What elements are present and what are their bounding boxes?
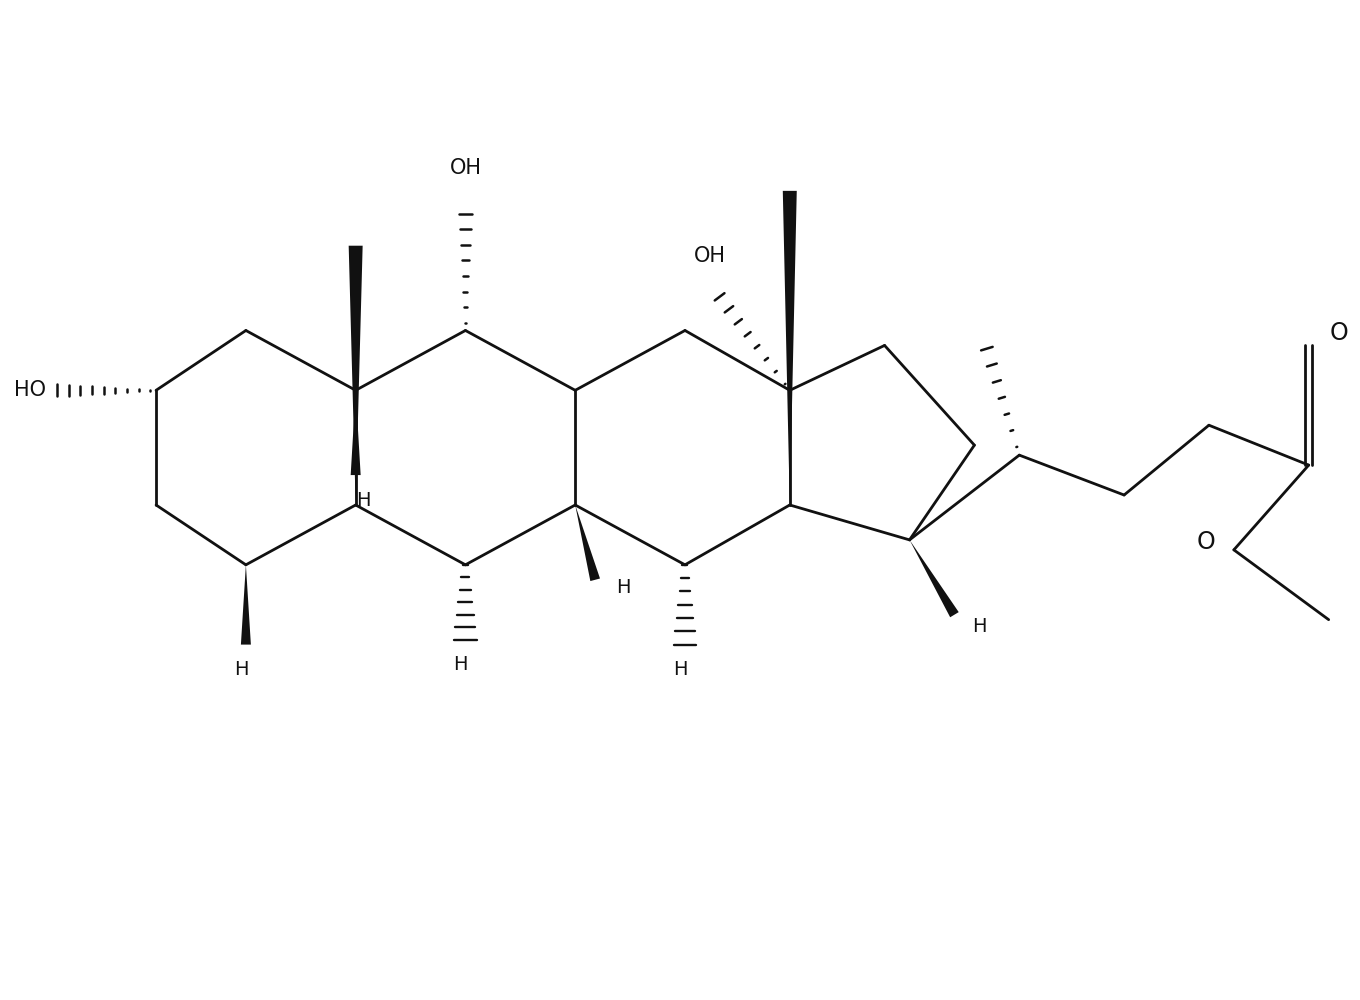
Polygon shape <box>783 191 797 505</box>
Polygon shape <box>241 565 250 645</box>
Polygon shape <box>910 540 959 617</box>
Polygon shape <box>351 390 360 475</box>
Text: O: O <box>1197 530 1216 554</box>
Text: H: H <box>673 660 687 679</box>
Text: HO: HO <box>15 380 46 400</box>
Text: H: H <box>972 617 986 636</box>
Text: H: H <box>234 660 248 679</box>
Polygon shape <box>348 246 363 505</box>
Text: H: H <box>616 578 631 597</box>
Text: OH: OH <box>694 246 726 266</box>
Text: H: H <box>453 655 468 674</box>
Polygon shape <box>575 505 600 581</box>
Text: O: O <box>1329 321 1348 345</box>
Text: H: H <box>356 490 371 510</box>
Text: OH: OH <box>449 158 481 178</box>
